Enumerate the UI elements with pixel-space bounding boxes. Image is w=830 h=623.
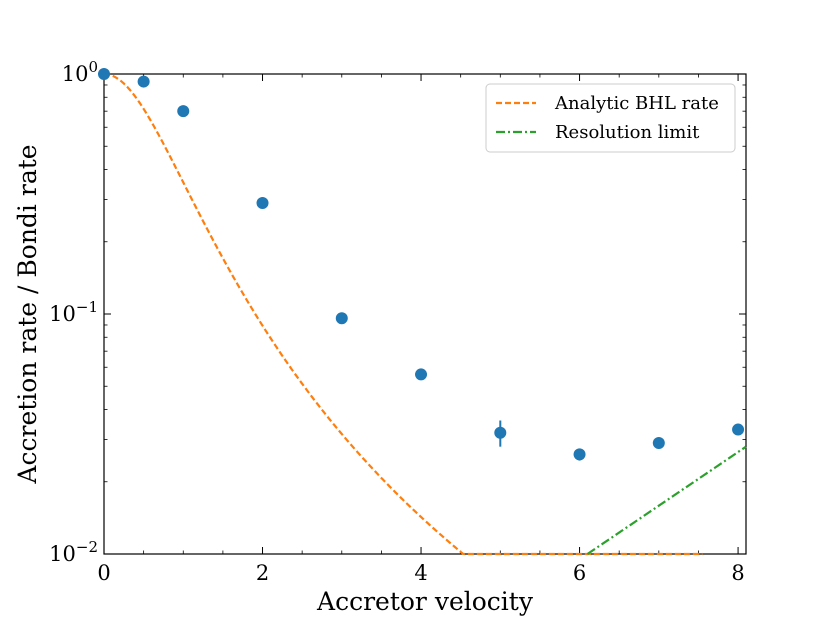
y-tick-label: 10−1: [49, 298, 98, 326]
curves: [103, 72, 747, 556]
data-point: [335, 312, 348, 325]
x-tick-label: 2: [256, 561, 269, 585]
y-axis-title: Accretion rate / Bondi rate: [13, 144, 42, 484]
x-tick-label: 6: [573, 561, 586, 585]
ticks: 0 2 4 6 8 10−2 10−1 100: [49, 58, 746, 585]
x-tick-label: 8: [731, 561, 744, 585]
data-points: [98, 68, 745, 461]
x-tick-label: 4: [414, 561, 427, 585]
x-axis-title: Accretor velocity: [316, 587, 534, 616]
data-point: [732, 423, 745, 436]
data-point: [652, 437, 665, 450]
data-point: [177, 105, 190, 118]
analytic-bhl-line: [103, 72, 703, 556]
x-tick-label: 0: [97, 561, 110, 585]
data-point: [573, 448, 586, 461]
legend-box: [485, 83, 736, 153]
y-tick-label: 10−2: [49, 538, 98, 566]
resolution-limit-line: [586, 445, 747, 555]
data-point: [137, 75, 150, 88]
y-tick-label: 100: [62, 58, 98, 86]
legend: Analytic BHL rate Resolution limit: [485, 83, 736, 153]
legend-label-analytic: Analytic BHL rate: [554, 93, 719, 114]
data-point: [256, 197, 269, 210]
legend-label-resolution: Resolution limit: [555, 122, 700, 143]
data-point: [98, 68, 110, 80]
data-point: [494, 426, 507, 439]
data-point: [415, 368, 428, 381]
